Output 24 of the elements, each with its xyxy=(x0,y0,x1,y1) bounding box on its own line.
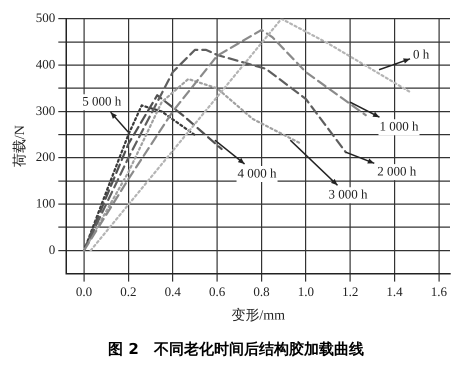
x-tick-label: 0.2 xyxy=(120,284,137,299)
text: 0 h xyxy=(413,46,430,62)
y-tick-label: 400 xyxy=(36,56,56,72)
text: 3 000 h xyxy=(328,186,368,202)
x-tick-label: 0.0 xyxy=(76,284,92,299)
x-axis-title: 变形/mm xyxy=(231,307,286,324)
x-tick-label: 0.4 xyxy=(164,284,182,299)
series-label: 4 000 h xyxy=(238,165,278,180)
x-tick-label: 1.2 xyxy=(342,284,358,299)
y-tick-label: 500 xyxy=(36,10,56,26)
y-tick-label: 0 xyxy=(48,242,56,257)
series-label: 5 000 h xyxy=(82,94,122,109)
x-tick-label: 1.6 xyxy=(430,284,448,299)
y-tick-label: 200 xyxy=(36,149,56,164)
x-tick-label: 1.4 xyxy=(386,284,404,299)
x-tick-label: 0.6 xyxy=(208,284,226,299)
x-tick-label: 0.8 xyxy=(253,284,270,299)
x-tick-label: 1.0 xyxy=(298,284,314,299)
y-tick-label: 100 xyxy=(36,196,56,211)
y-axis-title: 荷载/N xyxy=(12,125,28,168)
series-label: 1 000 h xyxy=(379,118,419,134)
text: 2 000 h xyxy=(377,164,417,179)
y-tick-label: 300 xyxy=(36,102,56,118)
text: 图 2 不同老化时间后结构胶加载曲线 xyxy=(107,340,365,359)
